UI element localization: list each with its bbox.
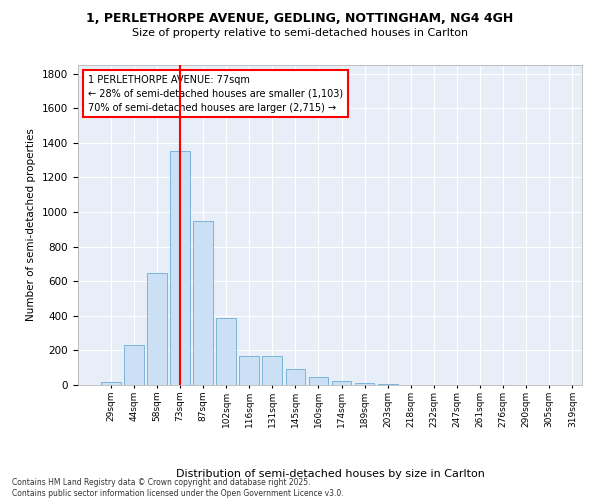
Bar (193, 220, 213, 385)
Bar (101, 382, 121, 385)
Text: Contains HM Land Registry data © Crown copyright and database right 2025.
Contai: Contains HM Land Registry data © Crown c… (12, 478, 344, 498)
Bar (355, 384, 374, 385)
Bar (262, 356, 282, 385)
Bar (332, 380, 352, 385)
Bar (286, 370, 305, 385)
Bar (239, 356, 259, 385)
Bar (147, 274, 167, 385)
Text: 1 PERLETHORPE AVENUE: 77sqm
← 28% of semi-detached houses are smaller (1,103)
70: 1 PERLETHORPE AVENUE: 77sqm ← 28% of sem… (88, 74, 343, 112)
X-axis label: Distribution of semi-detached houses by size in Carlton: Distribution of semi-detached houses by … (176, 468, 484, 478)
Bar (124, 345, 143, 385)
Bar (378, 384, 398, 385)
Text: 1, PERLETHORPE AVENUE, GEDLING, NOTTINGHAM, NG4 4GH: 1, PERLETHORPE AVENUE, GEDLING, NOTTINGH… (86, 12, 514, 26)
Bar (308, 377, 328, 385)
Bar (170, 152, 190, 385)
Y-axis label: Number of semi-detached properties: Number of semi-detached properties (26, 128, 37, 322)
Bar (217, 318, 236, 385)
Text: Size of property relative to semi-detached houses in Carlton: Size of property relative to semi-detach… (132, 28, 468, 38)
